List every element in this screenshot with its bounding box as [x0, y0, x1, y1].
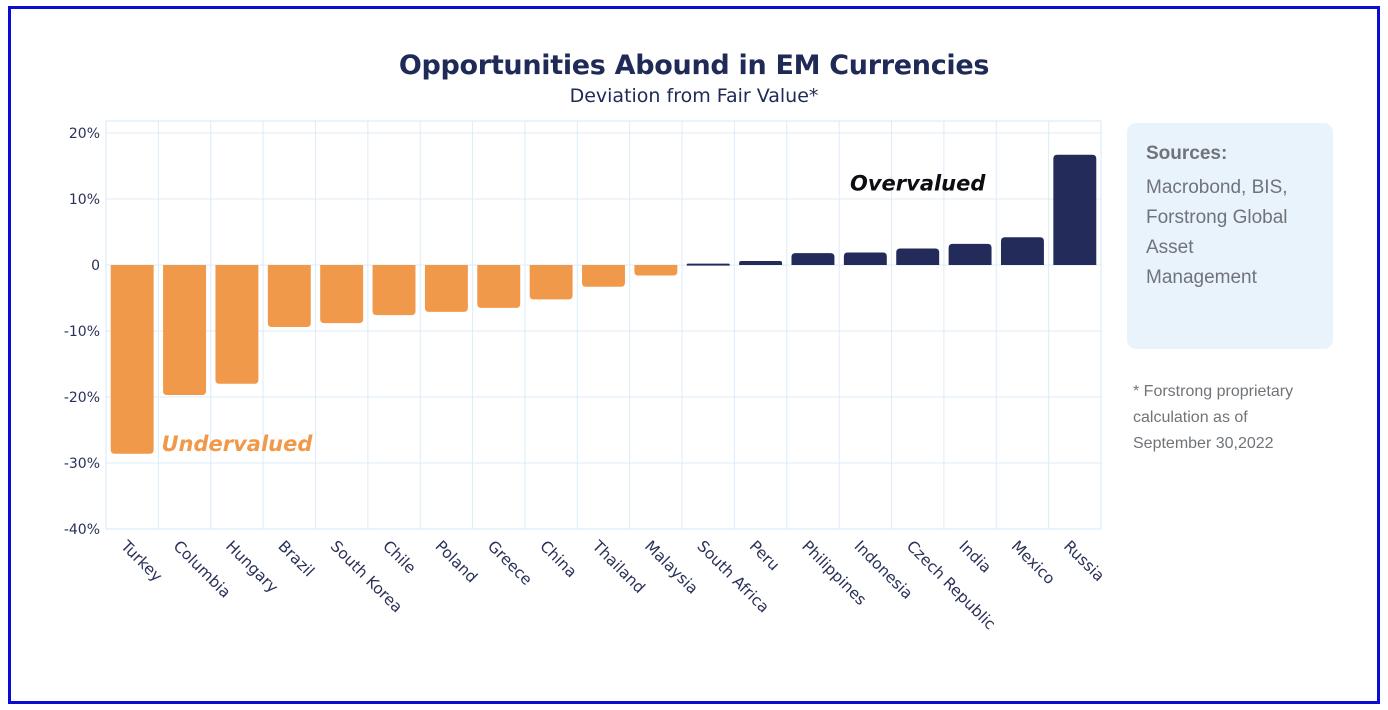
x-tick-label: India	[955, 537, 995, 577]
footnote-line: calculation as of	[1133, 409, 1248, 426]
bar-philippines	[791, 253, 835, 265]
sources-box: Sources: Macrobond, BIS, Forstrong Globa…	[1127, 123, 1333, 349]
x-tick-label: Chile	[379, 537, 419, 577]
sources-line: Forstrong Global	[1146, 207, 1288, 228]
x-tick-label: Mexico	[1008, 537, 1059, 588]
x-tick-label: Peru	[746, 537, 783, 574]
footnote-line: September 30,2022	[1133, 435, 1274, 452]
bar-chile	[372, 265, 416, 316]
x-tick-label: Greece	[484, 537, 536, 589]
bar-turkey	[110, 265, 154, 454]
x-tick-label: Czech Republic	[903, 537, 999, 633]
bar-india	[948, 243, 992, 265]
x-tick-label: Thailand	[588, 536, 649, 597]
chart-subtitle: Deviation from Fair Value*	[569, 85, 819, 107]
bar-mexico	[1000, 237, 1044, 265]
bar-greece	[477, 265, 521, 308]
annotation-undervalued: Undervalued	[161, 432, 313, 456]
y-tick-label: -20%	[64, 390, 100, 406]
chart-title: Opportunities Abound in EM Currencies	[398, 50, 990, 81]
bar-russia	[1053, 154, 1097, 265]
footnote: * Forstrong proprietary calculation as o…	[1133, 379, 1343, 457]
bar-thailand	[582, 265, 625, 287]
outer-frame	[8, 6, 1380, 704]
bar-south-korea	[320, 265, 364, 324]
y-tick-label: -40%	[64, 522, 100, 538]
bar-indonesia	[843, 252, 887, 265]
bar-peru	[739, 261, 783, 265]
y-axis: 20% 10% 0 -10% -20% -30% -40%	[64, 126, 100, 538]
footnote-line: * Forstrong proprietary	[1133, 383, 1294, 400]
y-tick-label: -10%	[64, 324, 100, 340]
x-tick-label: Russia	[1060, 537, 1108, 585]
bars	[110, 154, 1097, 454]
x-tick-label: Turkey	[117, 536, 166, 585]
sources-text: Macrobond, BIS, Forstrong Global Asset M…	[1146, 173, 1326, 293]
x-tick-label: Poland	[432, 537, 481, 586]
annotation-overvalued: Overvalued	[850, 172, 986, 196]
bar-czech-republic	[896, 248, 940, 265]
bar-poland	[424, 265, 468, 312]
bar-malaysia	[634, 265, 678, 276]
sources-line: Management	[1146, 267, 1257, 288]
bar-south-africa	[686, 263, 730, 266]
y-tick-label: 10%	[69, 192, 100, 208]
sources-line: Macrobond, BIS,	[1146, 177, 1288, 198]
x-tick-label: China	[536, 537, 580, 581]
bar-china	[529, 265, 573, 300]
annotations: Undervalued Overvalued	[161, 172, 986, 457]
y-tick-label: 0	[91, 258, 100, 274]
bar-hungary	[215, 265, 259, 384]
x-tick-label: Brazil	[274, 537, 317, 580]
bar-columbia	[163, 265, 207, 396]
sources-title: Sources:	[1146, 143, 1228, 164]
y-tick-label: 20%	[69, 126, 100, 142]
bar-brazil	[267, 265, 311, 328]
sources-line: Asset	[1146, 237, 1194, 258]
y-tick-label: -30%	[64, 456, 100, 472]
x-tick-label: Malaysia	[641, 537, 702, 598]
